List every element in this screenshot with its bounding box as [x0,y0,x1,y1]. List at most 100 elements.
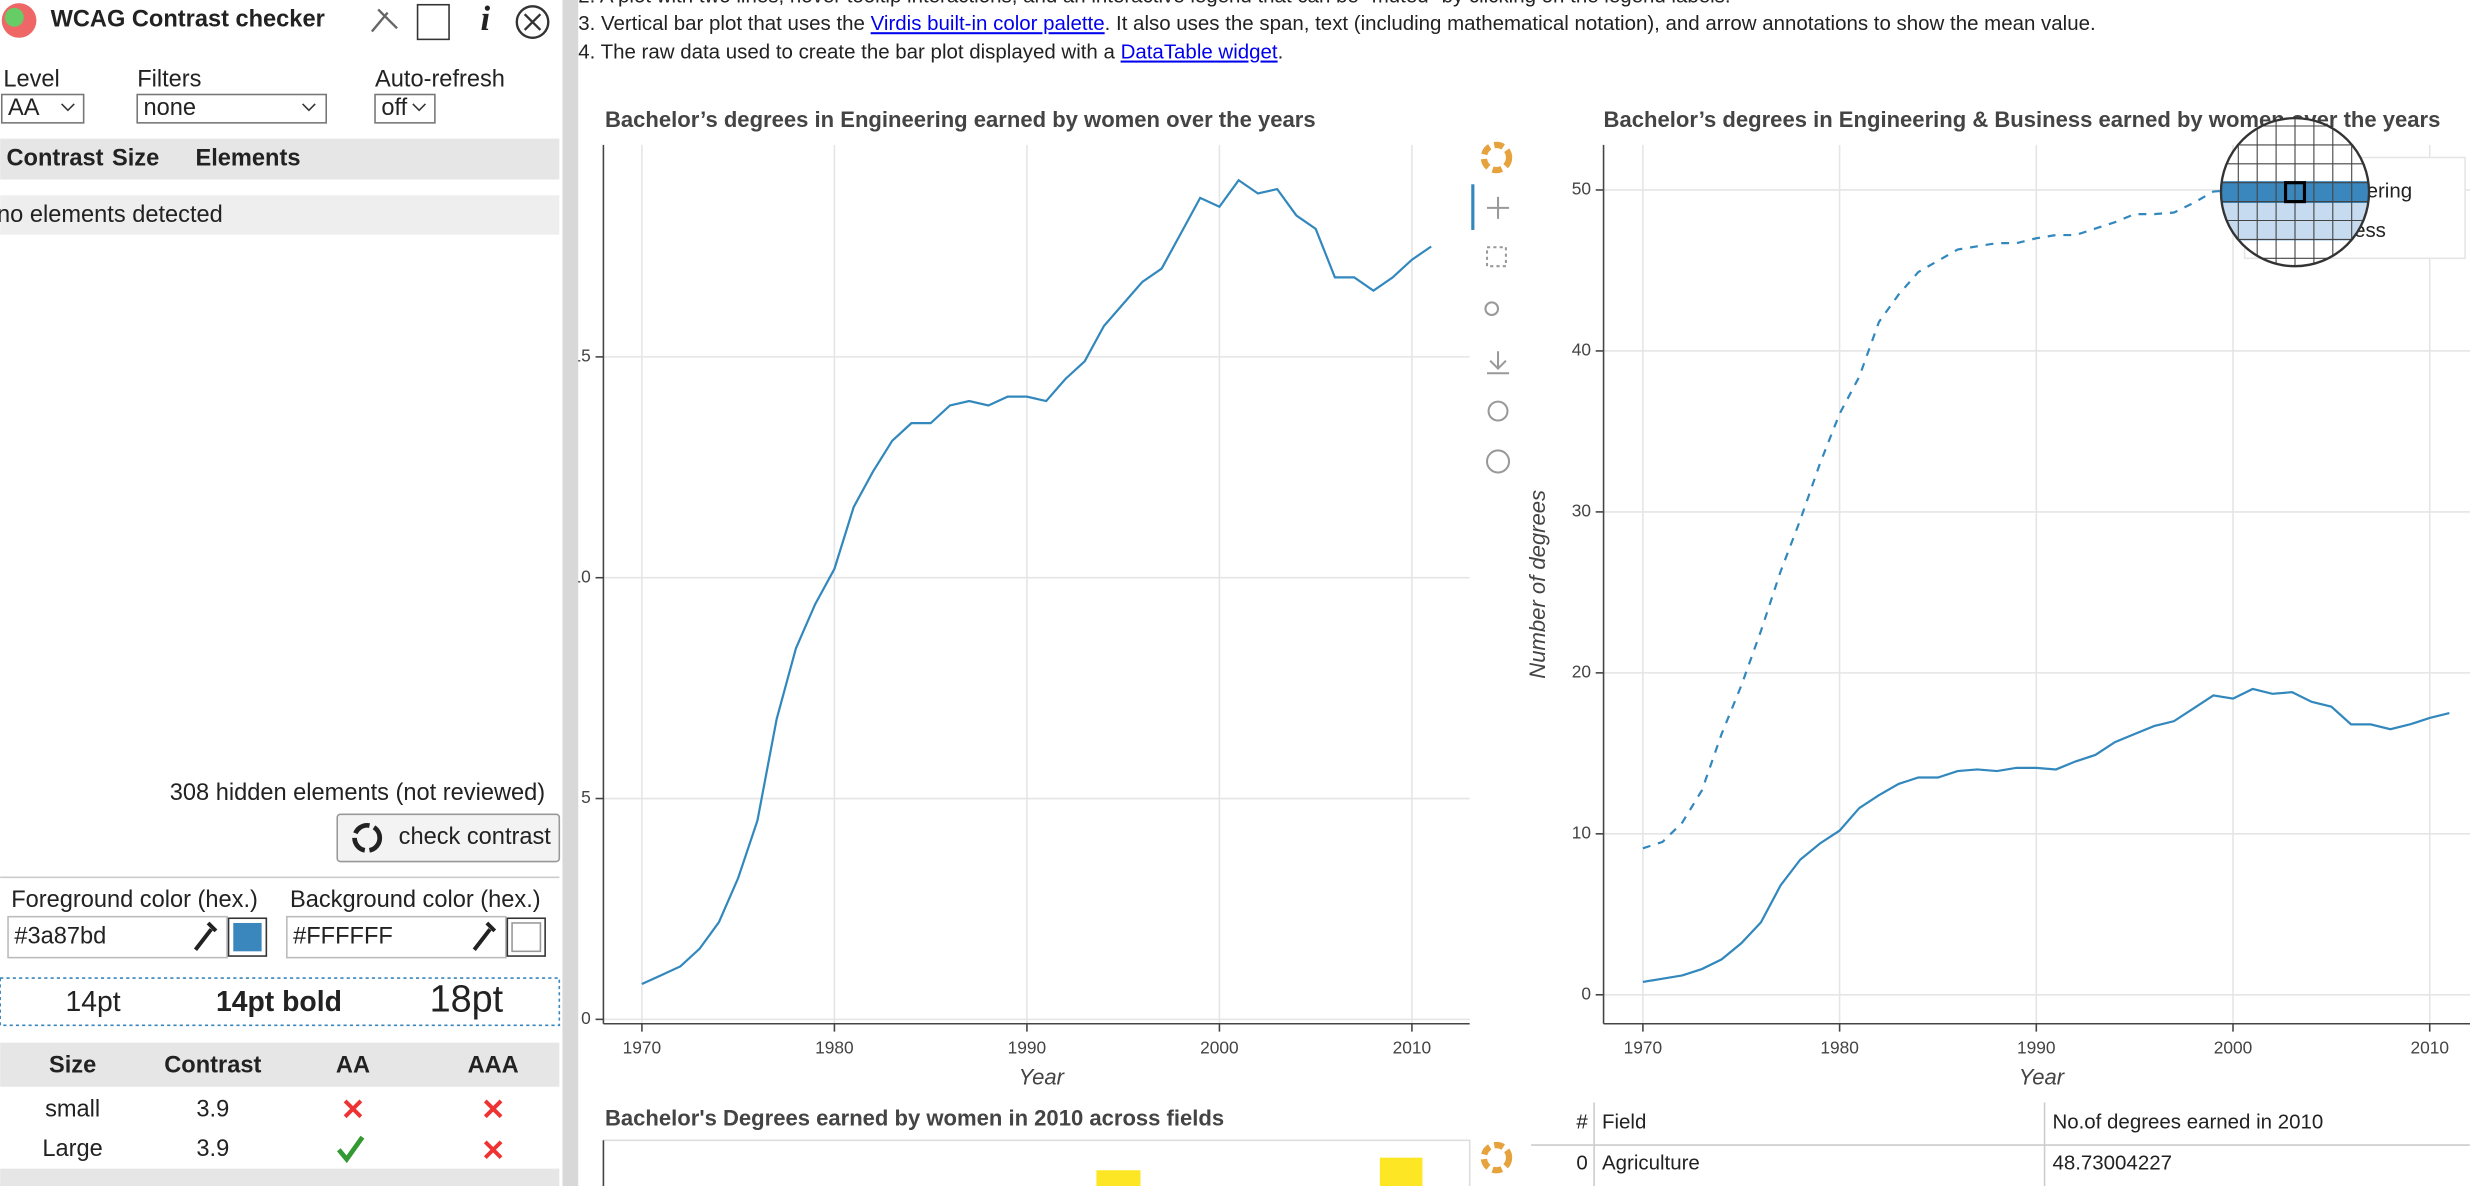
column-header: Contrast [164,1053,261,1079]
empty-message: no elements detected [0,202,223,228]
select[interactable] [136,93,327,124]
bar-fragment [1096,1170,1141,1186]
x-axis-label: Year [1019,1065,1066,1090]
table-header [0,138,560,180]
label: Filters [137,67,201,93]
x-tick-label: 1990 [1008,1038,1047,1058]
y-tick-label: 5 [581,787,591,807]
column-header[interactable]: Elements [195,145,300,171]
label: Auto-refresh [375,67,505,93]
label: Level [3,67,59,93]
eyedropper[interactable] [193,921,218,951]
pin-button[interactable] [370,8,398,33]
bokeh-logo[interactable] [1480,1141,1513,1174]
check-button[interactable] [336,813,561,863]
refresh-icon [352,822,383,853]
input[interactable] [7,915,228,959]
x-tick-label: 2010 [2410,1038,2449,1058]
panel-title: WCAG Contrast checker [51,7,325,33]
results-header [0,1042,560,1087]
sample-box [0,977,561,1027]
sample: 14pt [66,986,121,1018]
cell: 3.9 [196,1097,229,1123]
y-tick-label: 0 [581,1008,591,1028]
fg-swatch [233,922,262,952]
link[interactable]: DataTable widget [1121,41,1278,64]
y-tick-label: 40 [1572,340,1591,360]
text: . [1278,41,1284,64]
x-tick-label: 2010 [1393,1038,1432,1058]
x-tick-label: 1990 [2017,1038,2056,1058]
link[interactable]: Virdis built-in color palette [871,13,1105,36]
x-axis-label: Year [2019,1065,2066,1090]
input-value[interactable]: #FFFFFF [293,923,393,949]
input-value[interactable]: #3a87bd [14,923,106,949]
input[interactable] [286,915,507,959]
y-tick-label: 0 [1581,983,1591,1003]
column-header: AA [336,1053,370,1079]
y-tick-label: 10 [1572,822,1591,842]
chevrons [61,103,426,112]
pan-tool[interactable] [1487,196,1510,219]
wheel-zoom-tool[interactable] [1484,301,1500,317]
sample: 18pt [430,979,504,1021]
close-button[interactable] [515,5,550,39]
empty-row [0,195,560,235]
text: 3. Vertical bar plot that uses the [578,13,870,36]
pass-icon [336,1135,365,1164]
bar-fragment [1379,1157,1423,1186]
contrast-checker-panel: WCAG Contrast checker i Level Filters Au… [0,0,579,1186]
bar-chart: Bachelor's Degrees earned by women in 20… [602,1106,1471,1186]
cell: Agriculture [1602,1151,1700,1174]
save-tool[interactable] [1487,351,1510,375]
y-axis-label: Number of degrees [1525,490,1550,679]
reset-tool[interactable] [1487,400,1509,422]
y-tick-label: 30 [1572,500,1591,520]
footer [0,1168,560,1186]
dock-button[interactable] [416,3,450,41]
select[interactable] [374,93,436,124]
select-value[interactable]: none [144,95,197,121]
splitter[interactable] [562,0,579,1186]
cell: 0 [1576,1151,1587,1174]
column-header: Size [49,1053,96,1079]
label: Background color (hex.) [290,887,541,913]
cell: Large [42,1136,102,1162]
eyedropper[interactable] [472,921,497,951]
column-header[interactable]: No.of degrees earned in 2010 [2052,1110,2323,1133]
button-label[interactable]: check contrast [399,824,552,850]
cell: 48.73004227 [2052,1151,2172,1174]
data-table: # Field No.of degrees earned in 2010 0 A… [1531,1102,2470,1186]
column-header[interactable]: Field [1602,1110,1646,1133]
chart-title: Bachelor’s degrees in Engineering earned… [605,107,1316,132]
column-header[interactable]: # [1576,1110,1588,1133]
cell: small [45,1097,100,1123]
bokeh-logo[interactable] [1480,141,1513,174]
text: 4. The raw data used to create the bar p… [578,41,1120,64]
x-tick-label: 1970 [623,1038,662,1058]
list-item: 2. A plot with two lines, hover tooltip … [578,0,1730,7]
label: Foreground color (hex.) [11,887,258,913]
y-tick-label: 50 [1572,179,1591,199]
text: . It also uses the span, text (including… [1105,13,2096,36]
document-text: 2. A plot with two lines, hover tooltip … [578,0,2095,64]
x-tick-label: 1980 [815,1038,854,1058]
select-value[interactable]: AA [8,95,40,121]
list-item: 4. The raw data used to create the bar p… [578,41,1283,64]
select-value[interactable]: off [381,95,407,121]
logo [4,7,24,27]
help-tool[interactable] [1485,449,1511,474]
column-header: AAA [468,1053,519,1079]
hidden-count: 308 hidden elements (not reviewed) [170,780,545,806]
column-header[interactable]: Size [112,145,159,171]
sample: 14pt bold [216,986,342,1018]
x-tick-label: 1980 [1820,1038,1859,1058]
column-header[interactable]: Contrast [6,145,103,171]
magnifier [2219,116,2371,268]
list-item: 3. Vertical bar plot that uses the Virdi… [578,13,2095,36]
info-button[interactable]: i [481,0,491,38]
y-tick-label: 20 [1572,661,1591,681]
x-tick-label: 1970 [1624,1038,1663,1058]
series-line [1642,687,2450,984]
